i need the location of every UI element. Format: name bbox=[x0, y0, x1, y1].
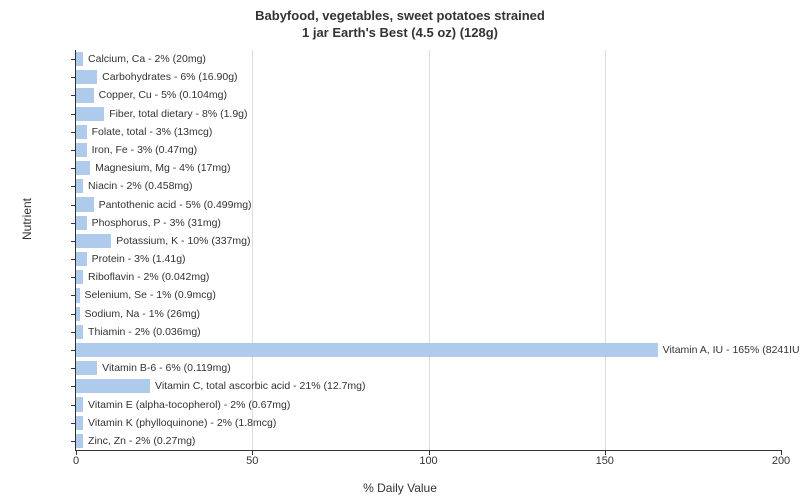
bar-row: Vitamin A, IU - 165% (8241IU) bbox=[76, 343, 781, 357]
bar-row: Fiber, total dietary - 8% (1.9g) bbox=[76, 107, 781, 121]
nutrient-bar bbox=[76, 179, 83, 193]
nutrient-bar bbox=[76, 307, 80, 321]
nutrient-bar bbox=[76, 325, 83, 339]
chart-title: Babyfood, vegetables, sweet potatoes str… bbox=[0, 0, 800, 42]
bar-row: Protein - 3% (1.41g) bbox=[76, 252, 781, 266]
nutrient-bar-label: Iron, Fe - 3% (0.47mg) bbox=[89, 143, 198, 157]
bar-row: Folate, total - 3% (13mcg) bbox=[76, 125, 781, 139]
nutrient-bar-label: Selenium, Se - 1% (0.9mcg) bbox=[82, 288, 216, 302]
nutrient-bar-label: Protein - 3% (1.41g) bbox=[89, 252, 186, 266]
nutrient-bar bbox=[76, 343, 658, 357]
bar-row: Sodium, Na - 1% (26mg) bbox=[76, 307, 781, 321]
chart-title-line1: Babyfood, vegetables, sweet potatoes str… bbox=[255, 8, 545, 23]
nutrient-bar-label: Niacin - 2% (0.458mg) bbox=[85, 179, 192, 193]
nutrient-bar bbox=[76, 397, 83, 411]
nutrient-bar-label: Folate, total - 3% (13mcg) bbox=[89, 125, 213, 139]
bar-row: Potassium, K - 10% (337mg) bbox=[76, 234, 781, 248]
bar-row: Phosphorus, P - 3% (31mg) bbox=[76, 216, 781, 230]
nutrient-bar-label: Calcium, Ca - 2% (20mg) bbox=[85, 52, 206, 66]
chart-container: Babyfood, vegetables, sweet potatoes str… bbox=[0, 0, 800, 500]
nutrient-bar bbox=[76, 197, 94, 211]
bar-row: Magnesium, Mg - 4% (17mg) bbox=[76, 161, 781, 175]
bar-row: Pantothenic acid - 5% (0.499mg) bbox=[76, 197, 781, 211]
bar-row: Selenium, Se - 1% (0.9mcg) bbox=[76, 288, 781, 302]
x-tick-label: 100 bbox=[419, 455, 437, 467]
bar-row: Vitamin K (phylloquinone) - 2% (1.8mcg) bbox=[76, 416, 781, 430]
nutrient-bar bbox=[76, 88, 94, 102]
nutrient-bar-label: Potassium, K - 10% (337mg) bbox=[113, 234, 250, 248]
nutrient-bar bbox=[76, 234, 111, 248]
nutrient-bar bbox=[76, 361, 97, 375]
nutrient-bar-label: Phosphorus, P - 3% (31mg) bbox=[89, 216, 221, 230]
nutrient-bar-label: Copper, Cu - 5% (0.104mg) bbox=[96, 88, 227, 102]
nutrient-bar bbox=[76, 143, 87, 157]
x-tick-label: 150 bbox=[596, 455, 614, 467]
nutrient-bar-label: Sodium, Na - 1% (26mg) bbox=[82, 307, 201, 321]
nutrient-bar bbox=[76, 288, 80, 302]
y-axis-label: Nutrient bbox=[20, 198, 34, 240]
bar-row: Vitamin B-6 - 6% (0.119mg) bbox=[76, 361, 781, 375]
nutrient-bar bbox=[76, 161, 90, 175]
bar-row: Iron, Fe - 3% (0.47mg) bbox=[76, 143, 781, 157]
nutrient-bar bbox=[76, 107, 104, 121]
nutrient-bar-label: Carbohydrates - 6% (16.90g) bbox=[99, 70, 237, 84]
nutrient-bar bbox=[76, 434, 83, 448]
nutrient-bar-label: Vitamin C, total ascorbic acid - 21% (12… bbox=[152, 379, 365, 393]
bar-row: Calcium, Ca - 2% (20mg) bbox=[76, 52, 781, 66]
nutrient-bar-label: Pantothenic acid - 5% (0.499mg) bbox=[96, 197, 252, 211]
bar-row: Copper, Cu - 5% (0.104mg) bbox=[76, 88, 781, 102]
nutrient-bar-label: Vitamin E (alpha-tocopherol) - 2% (0.67m… bbox=[85, 397, 290, 411]
bar-row: Thiamin - 2% (0.036mg) bbox=[76, 325, 781, 339]
chart-title-line2: 1 jar Earth's Best (4.5 oz) (128g) bbox=[302, 25, 498, 40]
bar-row: Vitamin C, total ascorbic acid - 21% (12… bbox=[76, 379, 781, 393]
nutrient-bar-label: Magnesium, Mg - 4% (17mg) bbox=[92, 161, 230, 175]
nutrient-bar-label: Thiamin - 2% (0.036mg) bbox=[85, 325, 201, 339]
bar-row: Niacin - 2% (0.458mg) bbox=[76, 179, 781, 193]
nutrient-bar bbox=[76, 252, 87, 266]
x-tick-label: 50 bbox=[246, 455, 258, 467]
nutrient-bar-label: Riboflavin - 2% (0.042mg) bbox=[85, 270, 209, 284]
x-tick-label: 0 bbox=[73, 455, 79, 467]
nutrient-bar-label: Zinc, Zn - 2% (0.27mg) bbox=[85, 434, 195, 448]
plot-area: 050100150200Calcium, Ca - 2% (20mg)Carbo… bbox=[75, 50, 781, 451]
bar-row: Zinc, Zn - 2% (0.27mg) bbox=[76, 434, 781, 448]
bar-row: Vitamin E (alpha-tocopherol) - 2% (0.67m… bbox=[76, 397, 781, 411]
nutrient-bar bbox=[76, 416, 83, 430]
nutrient-bar bbox=[76, 216, 87, 230]
bar-row: Carbohydrates - 6% (16.90g) bbox=[76, 70, 781, 84]
x-tick-label: 200 bbox=[772, 455, 790, 467]
nutrient-bar-label: Vitamin K (phylloquinone) - 2% (1.8mcg) bbox=[85, 416, 276, 430]
nutrient-bar-label: Vitamin A, IU - 165% (8241IU) bbox=[660, 343, 800, 357]
nutrient-bar-label: Fiber, total dietary - 8% (1.9g) bbox=[106, 107, 247, 121]
nutrient-bar-label: Vitamin B-6 - 6% (0.119mg) bbox=[99, 361, 231, 375]
bar-row: Riboflavin - 2% (0.042mg) bbox=[76, 270, 781, 284]
nutrient-bar bbox=[76, 70, 97, 84]
nutrient-bar bbox=[76, 125, 87, 139]
nutrient-bar bbox=[76, 52, 83, 66]
nutrient-bar bbox=[76, 270, 83, 284]
nutrient-bar bbox=[76, 379, 150, 393]
x-axis-label: % Daily Value bbox=[363, 481, 437, 495]
